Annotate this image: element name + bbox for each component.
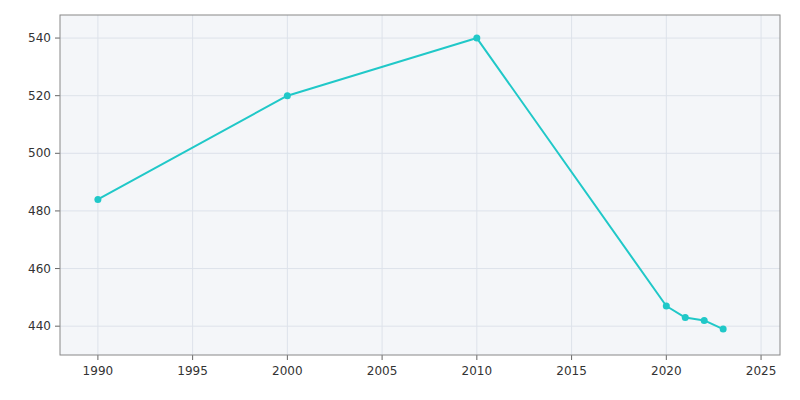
grid-line-y	[60, 153, 780, 154]
grid-line-y	[60, 210, 780, 211]
tick-label-x: 1990	[83, 364, 114, 378]
tick-label-y: 520	[28, 89, 51, 103]
tick-label-x: 1995	[177, 364, 208, 378]
chart: 1990 1995 2000 2005 2010 2015 2020 2025 440 460 48…	[0, 0, 800, 400]
tick-y	[55, 268, 60, 269]
tick-y	[55, 210, 60, 211]
grid-line-y	[60, 95, 780, 96]
marker	[473, 35, 480, 42]
marker	[720, 326, 727, 333]
tick-label-y: 480	[28, 204, 51, 218]
tick-label-y: 540	[28, 31, 51, 45]
tick-x	[476, 355, 477, 360]
grid	[60, 15, 780, 355]
grid-line-x	[192, 15, 193, 355]
marker	[284, 92, 291, 99]
tick-label-y: 440	[28, 319, 51, 333]
grid-line-x	[761, 15, 762, 355]
tick-x	[287, 355, 288, 360]
marker	[94, 196, 101, 203]
grid-line-y	[60, 38, 780, 39]
plot-area	[60, 15, 780, 355]
grid-line-y	[60, 268, 780, 269]
chart-container: 1990 1995 2000 2005 2010 2015 2020 2025 440 460 48…	[0, 0, 800, 400]
tick-label-x: 2020	[651, 364, 682, 378]
tick-y	[55, 95, 60, 96]
marker	[663, 303, 670, 310]
plot-frame	[60, 15, 780, 355]
marker	[682, 314, 689, 321]
tick-label-y: 500	[28, 146, 51, 160]
tick-label-x: 2010	[462, 364, 493, 378]
grid-line-y	[60, 326, 780, 327]
line	[98, 38, 723, 329]
tick-label-x: 2000	[272, 364, 303, 378]
tick-label-x: 2005	[367, 364, 398, 378]
tick-y	[55, 38, 60, 39]
tick-x	[192, 355, 193, 360]
tick-x	[571, 355, 572, 360]
tick-y	[55, 326, 60, 327]
marker	[701, 317, 708, 324]
tick-x	[97, 355, 98, 360]
series	[94, 35, 726, 333]
tick-x	[382, 355, 383, 360]
tick-x	[761, 355, 762, 360]
tick-label-x: 2025	[746, 364, 777, 378]
tick-label-x: 2015	[556, 364, 587, 378]
grid-line-x	[571, 15, 572, 355]
grid-line-x	[287, 15, 288, 355]
grid-line-x	[476, 15, 477, 355]
axes: 1990 1995 2000 2005 2010 2015 2020 2025 440 460 48…	[28, 31, 776, 378]
tick-label-y: 460	[28, 262, 51, 276]
tick-x	[666, 355, 667, 360]
tick-y	[55, 153, 60, 154]
grid-line-x	[97, 15, 98, 355]
